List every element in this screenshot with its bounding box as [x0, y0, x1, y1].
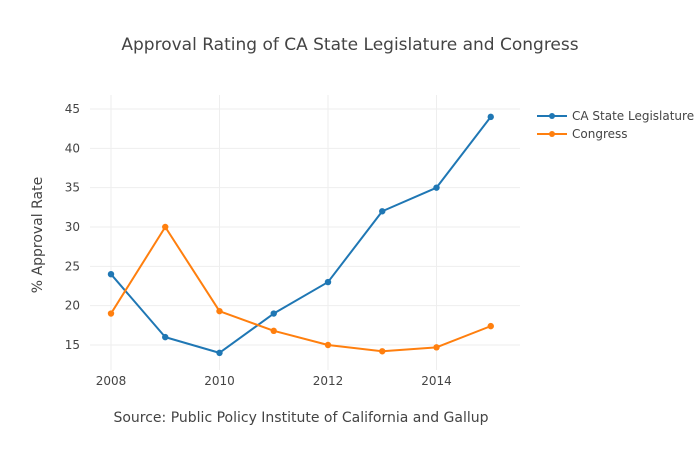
x-tick-label: 2012	[313, 374, 344, 388]
legend-label: CA State Legislature	[572, 109, 694, 123]
data-point[interactable]	[107, 270, 115, 278]
chart-title: Approval Rating of CA State Legislature …	[121, 35, 578, 55]
plot-area	[107, 113, 494, 357]
x-tick-label: 2014	[421, 374, 452, 388]
data-point[interactable]	[162, 223, 169, 231]
data-point[interactable]	[379, 208, 386, 215]
legend[interactable]: CA State Legislature Congress	[537, 109, 694, 141]
series-line	[110, 225, 492, 353]
y-tick-label: 20	[65, 299, 80, 313]
x-axis: 2008 2010 2012 2014	[96, 374, 452, 388]
data-point[interactable]	[487, 322, 494, 330]
y-tick-label: 35	[65, 181, 80, 195]
y-axis-label: % Approval Rate	[30, 177, 46, 293]
series-line	[110, 116, 492, 354]
data-point[interactable]	[216, 307, 223, 315]
data-point[interactable]	[487, 113, 494, 121]
series-ca-state-legislature	[107, 113, 494, 357]
series-congress	[107, 223, 494, 355]
data-point[interactable]	[379, 348, 386, 355]
y-tick-label: 30	[65, 220, 80, 234]
data-point[interactable]	[433, 184, 440, 191]
y-tick-label: 40	[65, 141, 80, 155]
legend-label: Congress	[572, 127, 628, 141]
legend-item[interactable]: Congress	[537, 127, 628, 141]
data-point[interactable]	[216, 349, 223, 357]
y-axis: 15 20 25 30 35 40 45	[65, 102, 80, 352]
data-point[interactable]	[270, 327, 277, 335]
data-point[interactable]	[162, 333, 169, 341]
y-tick-label: 45	[65, 102, 80, 116]
data-point[interactable]	[433, 344, 440, 351]
data-point[interactable]	[107, 310, 115, 317]
x-tick-label: 2008	[96, 374, 127, 388]
x-tick-label: 2010	[204, 374, 235, 388]
data-point[interactable]	[270, 310, 277, 317]
grid	[90, 95, 520, 370]
y-tick-label: 15	[65, 338, 80, 352]
data-point[interactable]	[324, 278, 332, 286]
legend-marker-icon	[549, 113, 555, 119]
y-tick-label: 25	[65, 259, 80, 273]
data-point[interactable]	[324, 341, 332, 349]
legend-marker-icon	[549, 131, 555, 137]
x-axis-label: Source: Public Policy Institute of Calif…	[113, 410, 488, 426]
legend-item[interactable]: CA State Legislature	[537, 109, 694, 123]
